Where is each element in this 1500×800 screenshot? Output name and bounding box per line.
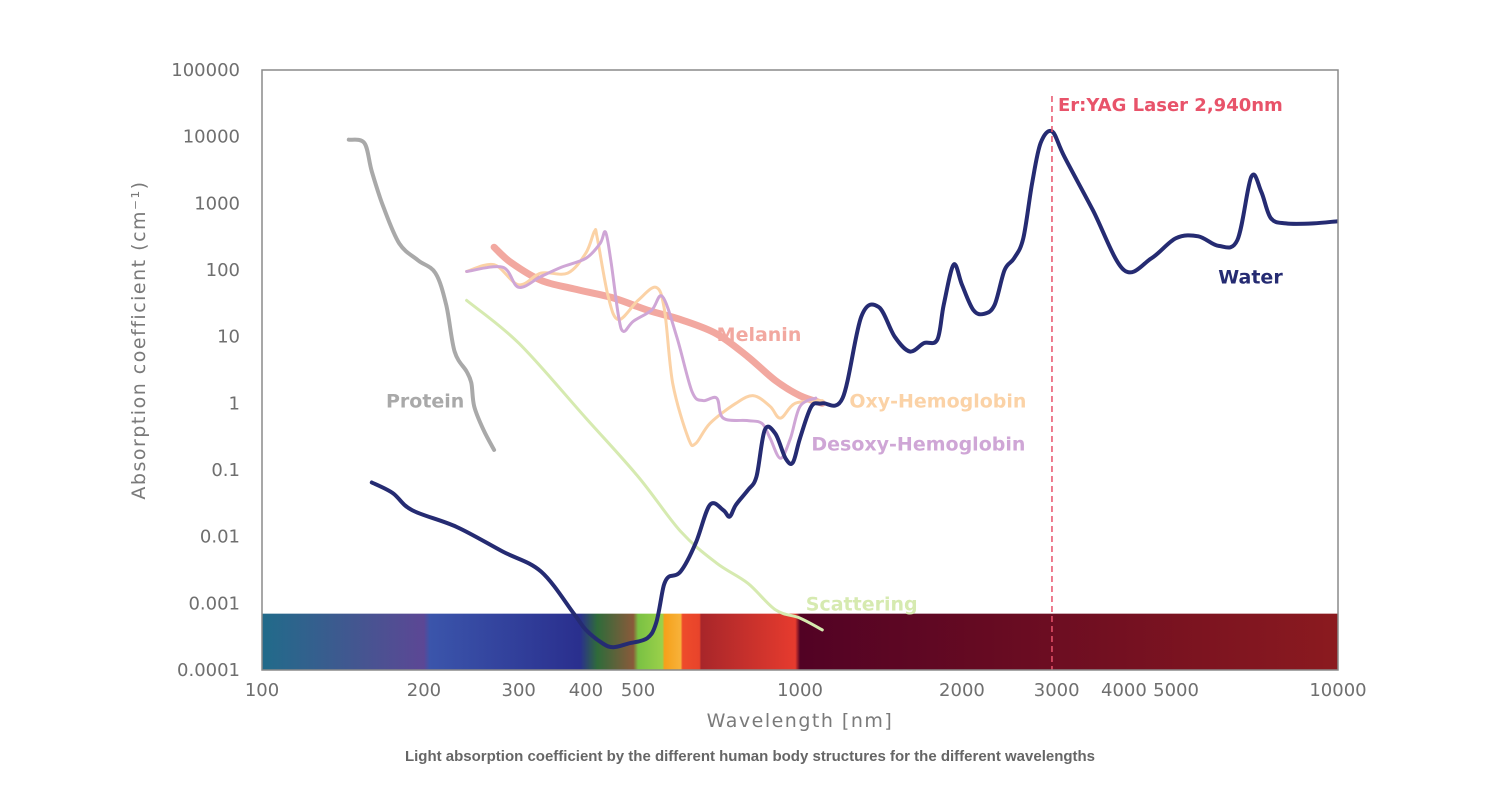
y-tick-label-0-01: 0.01 bbox=[200, 527, 240, 548]
series-label-oxy-hemoglobin: Oxy-Hemoglobin bbox=[849, 391, 1026, 413]
y-axis-ticks: 100000 10000 1000 100 10 1 0.1 0.01 0.001 0.0001 bbox=[171, 60, 240, 681]
y-tick-label-1000: 1000 bbox=[194, 193, 240, 214]
annotation-layer: Er:YAG Laser 2,940nm bbox=[1051, 95, 1283, 670]
x-tick-label-400: 400 bbox=[569, 680, 603, 701]
absorption-chart: Er:YAG Laser 2,940nm 100 200 300 400 500 1000… bbox=[128, 60, 1367, 732]
series-label-water: Water bbox=[1218, 266, 1283, 288]
series-line-protein bbox=[346, 137, 497, 452]
x-tick-label-3000: 3000 bbox=[1034, 680, 1080, 701]
y-tick-label-1: 1 bbox=[229, 393, 240, 414]
x-tick-label-4000: 4000 bbox=[1101, 680, 1147, 701]
chart-caption: Light absorption coefficient by the diff… bbox=[404, 748, 1096, 765]
x-tick-label-100: 100 bbox=[245, 680, 279, 701]
x-tick-label-5000: 5000 bbox=[1153, 680, 1199, 701]
y-tick-label-0-1: 0.1 bbox=[211, 460, 240, 481]
series-labels: Protein Melanin Oxy-Hemoglobin Desoxy-Hemog… bbox=[386, 266, 1283, 615]
x-axis-ticks: 100 200 300 400 500 1000 2000 3000 4000 5000 10000 bbox=[245, 680, 1367, 701]
x-tick-label-200: 200 bbox=[407, 680, 441, 701]
y-tick-label-100: 100 bbox=[206, 260, 240, 281]
series-label-melanin: Melanin bbox=[717, 324, 802, 346]
laser-marker-label: Er:YAG Laser 2,940nm bbox=[1058, 95, 1283, 116]
plot-frame bbox=[261, 69, 1339, 671]
series-label-protein: Protein bbox=[386, 391, 464, 413]
y-tick-label-0-0001: 0.0001 bbox=[177, 660, 240, 681]
x-tick-label-300: 300 bbox=[502, 680, 536, 701]
series-line-oxy-hemoglobin bbox=[465, 228, 824, 448]
y-axis-title: Absorption coefficient (cm⁻¹) bbox=[128, 180, 150, 499]
spectrum-bar bbox=[262, 613, 1338, 670]
series-line-desoxy-hemoglobin bbox=[465, 230, 818, 460]
series-label-scattering: Scattering bbox=[806, 593, 918, 615]
series-line-scattering bbox=[465, 298, 824, 632]
y-tick-label-10000: 10000 bbox=[183, 127, 240, 148]
x-tick-label-2000: 2000 bbox=[939, 680, 985, 701]
x-tick-label-10000: 10000 bbox=[1309, 680, 1366, 701]
y-tick-label-10: 10 bbox=[217, 327, 240, 348]
x-axis-title: Wavelength [nm] bbox=[707, 710, 894, 732]
series-line-water bbox=[369, 128, 1338, 650]
series-layer bbox=[346, 128, 1338, 650]
x-tick-label-500: 500 bbox=[621, 680, 655, 701]
series-label-desoxy-hemoglobin: Desoxy-Hemoglobin bbox=[811, 433, 1025, 455]
y-tick-label-0-001: 0.001 bbox=[188, 593, 240, 614]
y-tick-label-100000: 100000 bbox=[171, 60, 240, 81]
x-tick-label-1000: 1000 bbox=[777, 680, 823, 701]
